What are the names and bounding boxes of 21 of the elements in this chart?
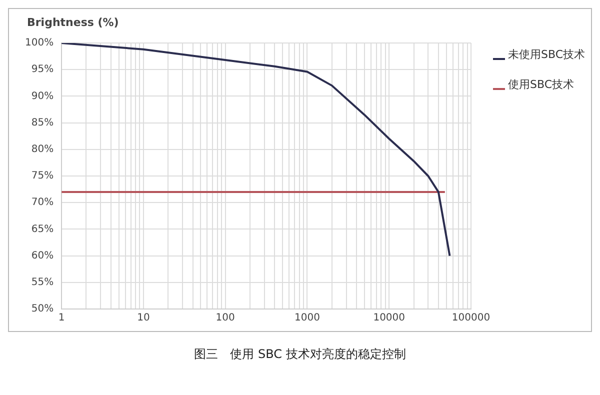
y-tick-label: 95% bbox=[31, 64, 54, 76]
text: 图三 使用 SBC 技术对亮度的稳定控制 bbox=[193, 346, 407, 363]
x-tick-label: 1000 bbox=[294, 312, 320, 324]
y-tick-label: 85% bbox=[31, 117, 54, 128]
y-tick-label: 50% bbox=[31, 304, 54, 315]
x-tick-label: 100000 bbox=[452, 312, 490, 324]
x-tick-label: 1 bbox=[58, 312, 65, 324]
y-tick-label: 100% bbox=[24, 38, 54, 49]
y-tick-label: 75% bbox=[31, 170, 54, 182]
y-tick-label: 70% bbox=[31, 197, 54, 208]
x-tick-label: 10000 bbox=[373, 312, 406, 324]
x-tick-label: 100 bbox=[216, 312, 235, 324]
y-tick-label: 60% bbox=[31, 250, 54, 262]
legend-label: 未使用SBC技术 bbox=[508, 48, 586, 61]
legend-label: 使用SBC技术 bbox=[508, 78, 574, 91]
y-tick-label: 55% bbox=[31, 276, 54, 288]
y-tick-label: 80% bbox=[31, 144, 54, 155]
y-tick-label: 90% bbox=[31, 90, 54, 102]
y-axis-title: Brightness (%) bbox=[27, 16, 119, 29]
x-tick-label: 10 bbox=[137, 312, 150, 324]
y-tick-label: 65% bbox=[31, 224, 54, 235]
